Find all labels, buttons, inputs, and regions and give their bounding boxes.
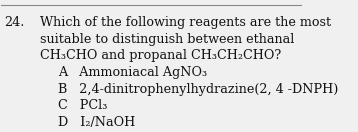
Text: suitable to distinguish between ethanal: suitable to distinguish between ethanal [40,33,295,46]
Text: B   2,4-dinitrophenylhydrazine(2, 4 -DNPH): B 2,4-dinitrophenylhydrazine(2, 4 -DNPH) [58,83,339,96]
Text: A   Ammoniacal AgNO₃: A Ammoniacal AgNO₃ [58,66,207,79]
Text: CH₃CHO and propanal CH₃CH₂CHO?: CH₃CHO and propanal CH₃CH₂CHO? [40,50,282,62]
Text: D   I₂/NaOH: D I₂/NaOH [58,116,136,129]
Text: 24.: 24. [4,16,25,29]
Text: Which of the following reagents are the most: Which of the following reagents are the … [40,16,332,29]
Text: C   PCl₃: C PCl₃ [58,99,108,112]
